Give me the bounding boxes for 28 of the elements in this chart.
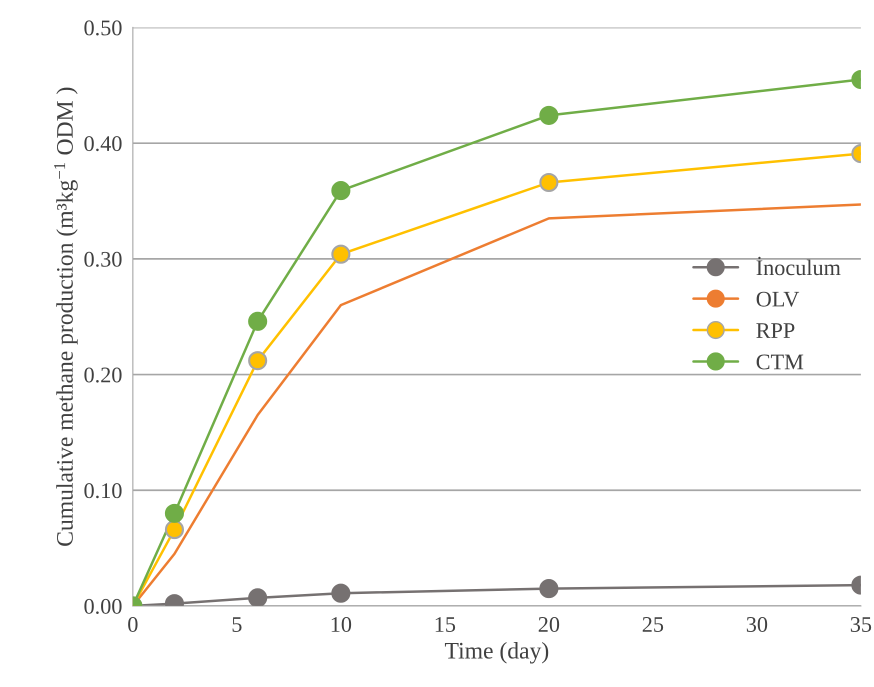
legend-label: RPP	[756, 323, 794, 338]
y-tick-label: 0.10	[84, 483, 122, 498]
point	[331, 584, 350, 603]
legend-label: OLV	[756, 292, 800, 307]
x-tick-label: 10	[332, 616, 352, 632]
point	[331, 244, 350, 264]
x-axis-title: Time (day)	[444, 642, 548, 664]
legend-label: CTM	[756, 354, 804, 370]
y-tick-label: 0.20	[84, 367, 122, 383]
y-axis-title: Cumulative methane production (m³kg$^{−1}$ ODM )	[54, 88, 78, 546]
x-tick-label: 0	[128, 616, 138, 632]
y-tick-label: 0.00	[84, 598, 122, 614]
x-tick-label: 25	[642, 617, 664, 632]
x-tick-label: 30	[746, 616, 768, 632]
point	[248, 351, 268, 370]
point	[164, 520, 184, 540]
y-tick-label: 0.30	[84, 252, 122, 267]
x-tick-label: 15	[436, 617, 456, 632]
point	[248, 312, 268, 331]
x-tick-label: 5	[232, 617, 242, 632]
point	[331, 181, 350, 200]
x-tick-label: 35	[850, 617, 872, 632]
point	[248, 588, 268, 606]
x-tick-label: 20	[538, 616, 560, 632]
y-tick-label: 0.40	[84, 136, 122, 152]
legend-label: İnoculum	[756, 256, 841, 276]
y-tick-label: 0.50	[84, 20, 122, 36]
point	[164, 504, 184, 523]
